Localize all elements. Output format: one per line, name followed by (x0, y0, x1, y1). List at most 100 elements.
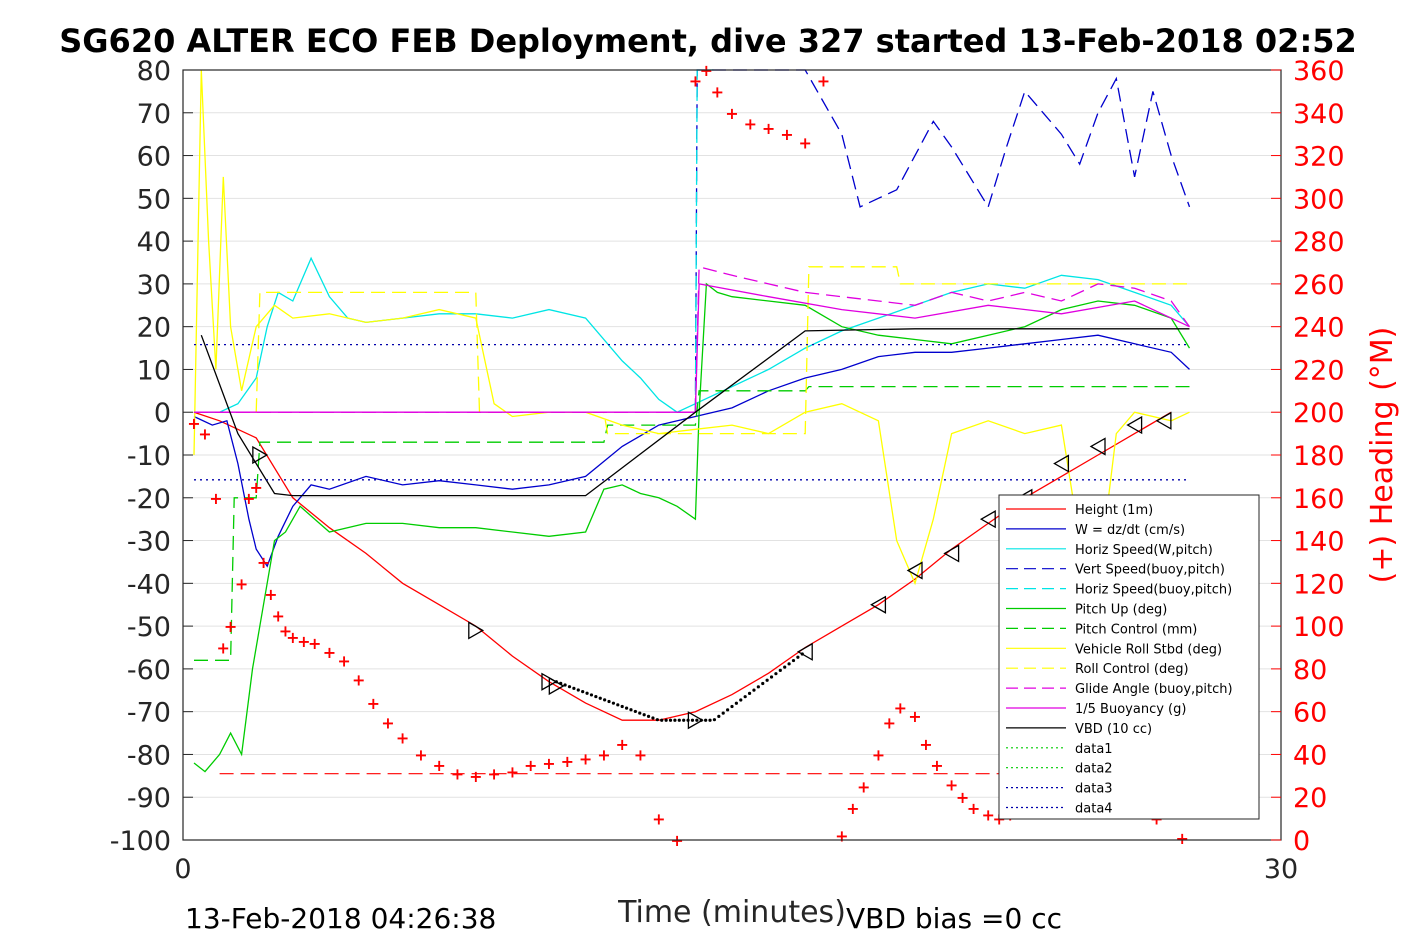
series-line-3 (694, 69, 1191, 413)
y-tick-label: 80 (137, 56, 171, 87)
heading-point: + (780, 125, 793, 144)
y2-tick-label: 260 (1293, 270, 1345, 301)
heading-point: + (798, 134, 811, 153)
legend-label: Pitch Up (deg) (1075, 603, 1167, 618)
y-tick-label: -30 (127, 527, 171, 558)
bottom-dot (704, 718, 708, 722)
legend: Height (1m) W = dz/dt (cm/s) Horiz Speed(W… (998, 494, 1260, 820)
heading-point: + (352, 671, 365, 690)
direction-marker (870, 595, 887, 614)
bottom-dot (787, 662, 791, 666)
heading-point: + (469, 767, 482, 786)
heading-point: + (506, 763, 519, 782)
y-tick-label: 60 (137, 142, 171, 173)
heading-point: + (981, 805, 994, 824)
heading-point: + (323, 643, 336, 662)
direction-marker (943, 544, 960, 563)
vbd-bias-label: VBD bias =0 cc (846, 902, 1062, 935)
bottom-dot (572, 686, 576, 690)
series-line-8 (255, 266, 1190, 435)
heading-point: + (217, 639, 230, 658)
bottom-dot (607, 699, 611, 704)
bottom-dot (611, 701, 616, 705)
bottom-dot (616, 703, 620, 707)
bottom-dot (730, 704, 734, 709)
heading-point: + (689, 72, 702, 91)
direction-marker (1089, 437, 1106, 456)
legend-label: Pitch Control (mm) (1075, 622, 1197, 637)
heading-point: + (857, 778, 870, 797)
heading-point: + (652, 810, 665, 829)
bottom-dot (603, 698, 607, 702)
heading-point: + (367, 694, 380, 713)
bottom-dot (761, 681, 765, 686)
y-tick-label: -40 (127, 569, 171, 600)
legend-label: Horiz Speed(buoy,pitch) (1075, 583, 1232, 598)
y-tick-label: 10 (137, 355, 171, 386)
bottom-dot (791, 658, 796, 663)
series-line-7 (193, 69, 1190, 586)
heading-point: + (561, 752, 574, 771)
bottom-dot (581, 690, 585, 694)
heading-point: + (198, 425, 211, 444)
bottom-dot (567, 685, 572, 689)
y2-axis-label: (+) Heading (°M) (1365, 327, 1400, 584)
heading-point: + (271, 606, 284, 625)
heading-point: + (224, 617, 237, 636)
heading-point: + (744, 114, 757, 133)
y-tick-label: -100 (110, 826, 171, 857)
x-axis-label: Time (minutes) (617, 895, 846, 930)
series-line-10 (194, 283, 1190, 413)
bottom-dot (739, 698, 743, 702)
bottom-dot (774, 672, 778, 676)
y2-tick-label: 220 (1293, 355, 1345, 386)
heading-point: + (432, 756, 445, 775)
bottom-dot (752, 688, 756, 692)
heading-point: + (883, 713, 896, 732)
y2-tick-label: 240 (1293, 313, 1345, 344)
bottom-dot (783, 665, 787, 669)
heading-point: + (762, 119, 775, 138)
heading-point: + (187, 414, 200, 433)
bottom-dot (638, 711, 642, 715)
legend-label: Horiz Speed(W,pitch) (1075, 543, 1213, 558)
bottom-dot (673, 718, 677, 722)
heading-point: + (235, 574, 248, 593)
series-line-9 (194, 265, 1191, 413)
legend-label: W = dz/dt (cm/s) (1075, 523, 1185, 538)
bottom-dot (642, 713, 646, 717)
y2-tick-label: 120 (1293, 569, 1345, 600)
bottom-dot (778, 668, 782, 672)
bottom-dot (699, 718, 703, 722)
y-tick-label: -50 (127, 612, 171, 643)
y2-tick-label: 100 (1293, 612, 1345, 643)
y-tick-label: -90 (127, 783, 171, 814)
direction-marker (252, 445, 269, 465)
y-tick-label: 30 (137, 270, 171, 301)
bottom-dot (646, 714, 651, 718)
heading-point: + (872, 745, 885, 764)
legend-label: data3 (1075, 782, 1113, 797)
heading-point: + (615, 735, 628, 754)
bottom-dot (629, 708, 633, 712)
heading-point: + (249, 478, 262, 497)
legend-label: data2 (1075, 762, 1113, 777)
heading-point: + (308, 634, 321, 653)
heading-point: + (579, 750, 592, 769)
legend-label: VBD (10 cc) (1075, 722, 1152, 737)
bottom-dot (756, 685, 760, 689)
bottom-dot (726, 708, 730, 712)
heading-point: + (264, 585, 277, 604)
y2-tick-label: 80 (1293, 655, 1327, 686)
heading-point: + (894, 698, 907, 717)
bottom-dot (743, 695, 747, 699)
heading-point: + (257, 553, 270, 572)
y2-tick-label: 360 (1293, 56, 1345, 87)
heading-point: + (597, 745, 610, 764)
legend-label: data4 (1075, 802, 1113, 817)
bottom-dot (717, 714, 721, 718)
heading-point: + (711, 82, 724, 101)
heading-point: + (414, 745, 427, 764)
heading-point: + (956, 788, 969, 807)
